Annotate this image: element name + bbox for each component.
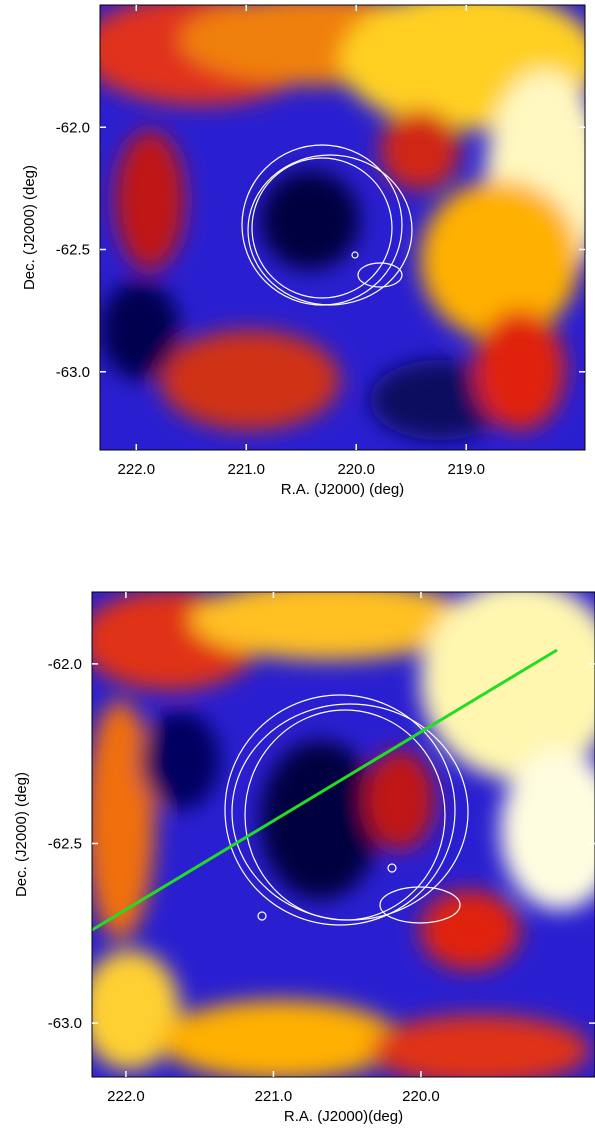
y-tick-label: -62.5 bbox=[56, 242, 90, 259]
x-axis-label: R.A. (J2000)(deg) bbox=[284, 1108, 403, 1125]
x-tick-label: 222.0 bbox=[107, 1088, 145, 1105]
y-tick-label: -63.0 bbox=[56, 364, 90, 381]
x-tick-label: 221.0 bbox=[227, 461, 265, 478]
sky-map bbox=[100, 5, 585, 450]
x-tick-label: 222.0 bbox=[118, 461, 156, 478]
x-tick-label: 220.0 bbox=[402, 1088, 440, 1105]
plot-frame bbox=[91, 591, 595, 1078]
y-tick-label: -63.0 bbox=[48, 1015, 82, 1032]
x-tick-label: 221.0 bbox=[255, 1088, 293, 1105]
plot-frame bbox=[99, 4, 586, 451]
x-tick-label: 220.0 bbox=[337, 461, 375, 478]
y-axis-label: Dec. (J2000) (deg) bbox=[13, 772, 30, 897]
y-tick-label: -62.5 bbox=[48, 835, 82, 852]
y-axis-label: Dec. (J2000) (deg) bbox=[21, 165, 38, 290]
sky-map bbox=[92, 592, 595, 1077]
x-tick-label: 219.0 bbox=[447, 461, 485, 478]
y-tick-label: -62.0 bbox=[56, 119, 90, 136]
y-tick-label: -62.0 bbox=[48, 656, 82, 673]
x-axis-label: R.A. (J2000) (deg) bbox=[281, 481, 404, 498]
